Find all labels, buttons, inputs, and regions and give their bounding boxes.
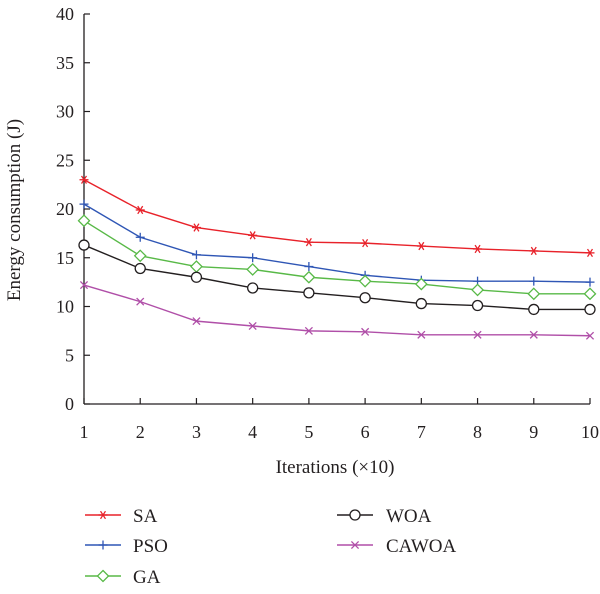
series-line-sa	[83, 179, 591, 254]
data-point-ga	[471, 283, 484, 297]
legend-label-cawoa: CAWOA	[386, 536, 457, 557]
data-point-cawoa	[192, 317, 201, 326]
y-tick-label: 25	[56, 150, 74, 170]
data-point-pso	[304, 262, 314, 272]
x-tick-label: 9	[529, 422, 538, 442]
data-point-ga	[358, 274, 372, 288]
y-tick-label: 30	[56, 102, 74, 122]
data-point-cawoa	[79, 280, 89, 290]
data-point-woa	[134, 262, 146, 275]
series-line-ga	[83, 220, 590, 295]
y-tick-label: 0	[65, 394, 74, 414]
data-point-woa	[415, 297, 427, 310]
tick-labels: 0 5 10 15 20 25 30 35 40 1 2 3 4 5 6 7 8 9 10	[56, 4, 599, 442]
data-point-cawoa	[417, 330, 426, 339]
data-point-cawoa	[585, 331, 595, 340]
series-group	[77, 175, 597, 340]
series-ga	[77, 214, 597, 301]
legend-item-woa: WOA	[337, 506, 432, 527]
legend-marker-pso	[98, 540, 108, 550]
data-point-woa	[584, 303, 596, 316]
data-point-cawoa	[136, 297, 145, 306]
data-point-woa	[78, 239, 90, 251]
y-tick-label: 20	[56, 199, 74, 219]
series-line-cawoa	[83, 284, 591, 337]
data-point-pso	[585, 277, 595, 287]
data-point-sa	[416, 241, 426, 251]
data-point-pso	[191, 250, 201, 260]
data-point-sa	[79, 175, 89, 184]
data-point-woa	[247, 282, 259, 294]
data-point-sa	[529, 246, 539, 256]
legend-item-sa: SA	[85, 506, 158, 527]
legend-item-cawoa: CAWOA	[337, 536, 457, 557]
data-point-ga	[77, 214, 91, 228]
x-tick-label: 7	[417, 422, 426, 442]
data-point-cawoa	[361, 327, 370, 336]
x-tick-label: 2	[136, 422, 145, 442]
legend-item-ga: GA	[85, 567, 161, 588]
y-axis-label: Energy consumption (J)	[4, 119, 25, 301]
legend-label-ga: GA	[133, 567, 161, 588]
legend: SA PSO GA WOA CAWOA	[85, 506, 457, 588]
legend-item-pso: PSO	[85, 536, 168, 557]
legend-marker-cawoa	[350, 540, 360, 550]
x-tick-label: 4	[248, 422, 257, 442]
legend-label-woa: WOA	[386, 506, 432, 527]
x-tick-label: 8	[473, 422, 482, 442]
data-point-woa	[471, 299, 484, 312]
data-point-cawoa	[529, 330, 538, 339]
legend-marker-ga	[96, 569, 110, 583]
x-tick-label: 5	[304, 422, 313, 442]
series-woa	[78, 239, 596, 316]
data-point-ga	[583, 287, 597, 301]
series-pso	[79, 199, 595, 287]
x-axis-label: Iterations (×10)	[276, 457, 395, 478]
x-tick-label: 1	[80, 422, 89, 442]
data-point-ga	[190, 260, 203, 273]
data-point-sa	[473, 244, 483, 254]
data-point-ga	[414, 277, 428, 291]
legend-marker-woa	[349, 509, 361, 521]
data-point-woa	[359, 292, 371, 304]
data-point-pso	[529, 276, 539, 286]
data-point-pso	[248, 253, 258, 263]
series-line-woa	[83, 244, 590, 311]
x-tick-label: 3	[192, 422, 201, 442]
data-point-ga	[302, 270, 316, 284]
data-point-sa	[191, 223, 201, 232]
data-point-sa	[585, 248, 595, 258]
axes	[83, 14, 590, 405]
data-point-pso	[79, 199, 89, 209]
data-point-sa	[135, 205, 145, 215]
data-point-ga	[527, 287, 541, 301]
data-point-sa	[360, 238, 370, 248]
data-point-pso	[135, 232, 145, 242]
data-point-ga	[246, 263, 260, 276]
legend-label-pso: PSO	[133, 536, 168, 557]
data-point-ga	[133, 249, 147, 263]
data-point-woa	[528, 303, 540, 316]
y-tick-label: 10	[56, 297, 74, 317]
y-tick-label: 5	[65, 345, 74, 365]
x-tick-label: 10	[581, 422, 599, 442]
data-point-sa	[304, 237, 314, 247]
x-tick-label: 6	[361, 422, 370, 442]
data-point-cawoa	[248, 321, 257, 331]
y-tick-label: 35	[56, 53, 74, 73]
y-tick-label: 15	[56, 248, 74, 268]
series-cawoa	[79, 280, 595, 340]
series-line-pso	[83, 203, 591, 283]
y-tick-label: 40	[56, 4, 74, 24]
legend-label-sa: SA	[133, 506, 158, 527]
data-point-sa	[248, 231, 258, 240]
series-sa	[79, 175, 595, 258]
data-point-cawoa	[304, 326, 313, 335]
legend-marker-sa	[98, 510, 108, 520]
data-point-woa	[303, 287, 315, 299]
data-point-cawoa	[473, 330, 482, 339]
data-point-woa	[190, 271, 203, 283]
